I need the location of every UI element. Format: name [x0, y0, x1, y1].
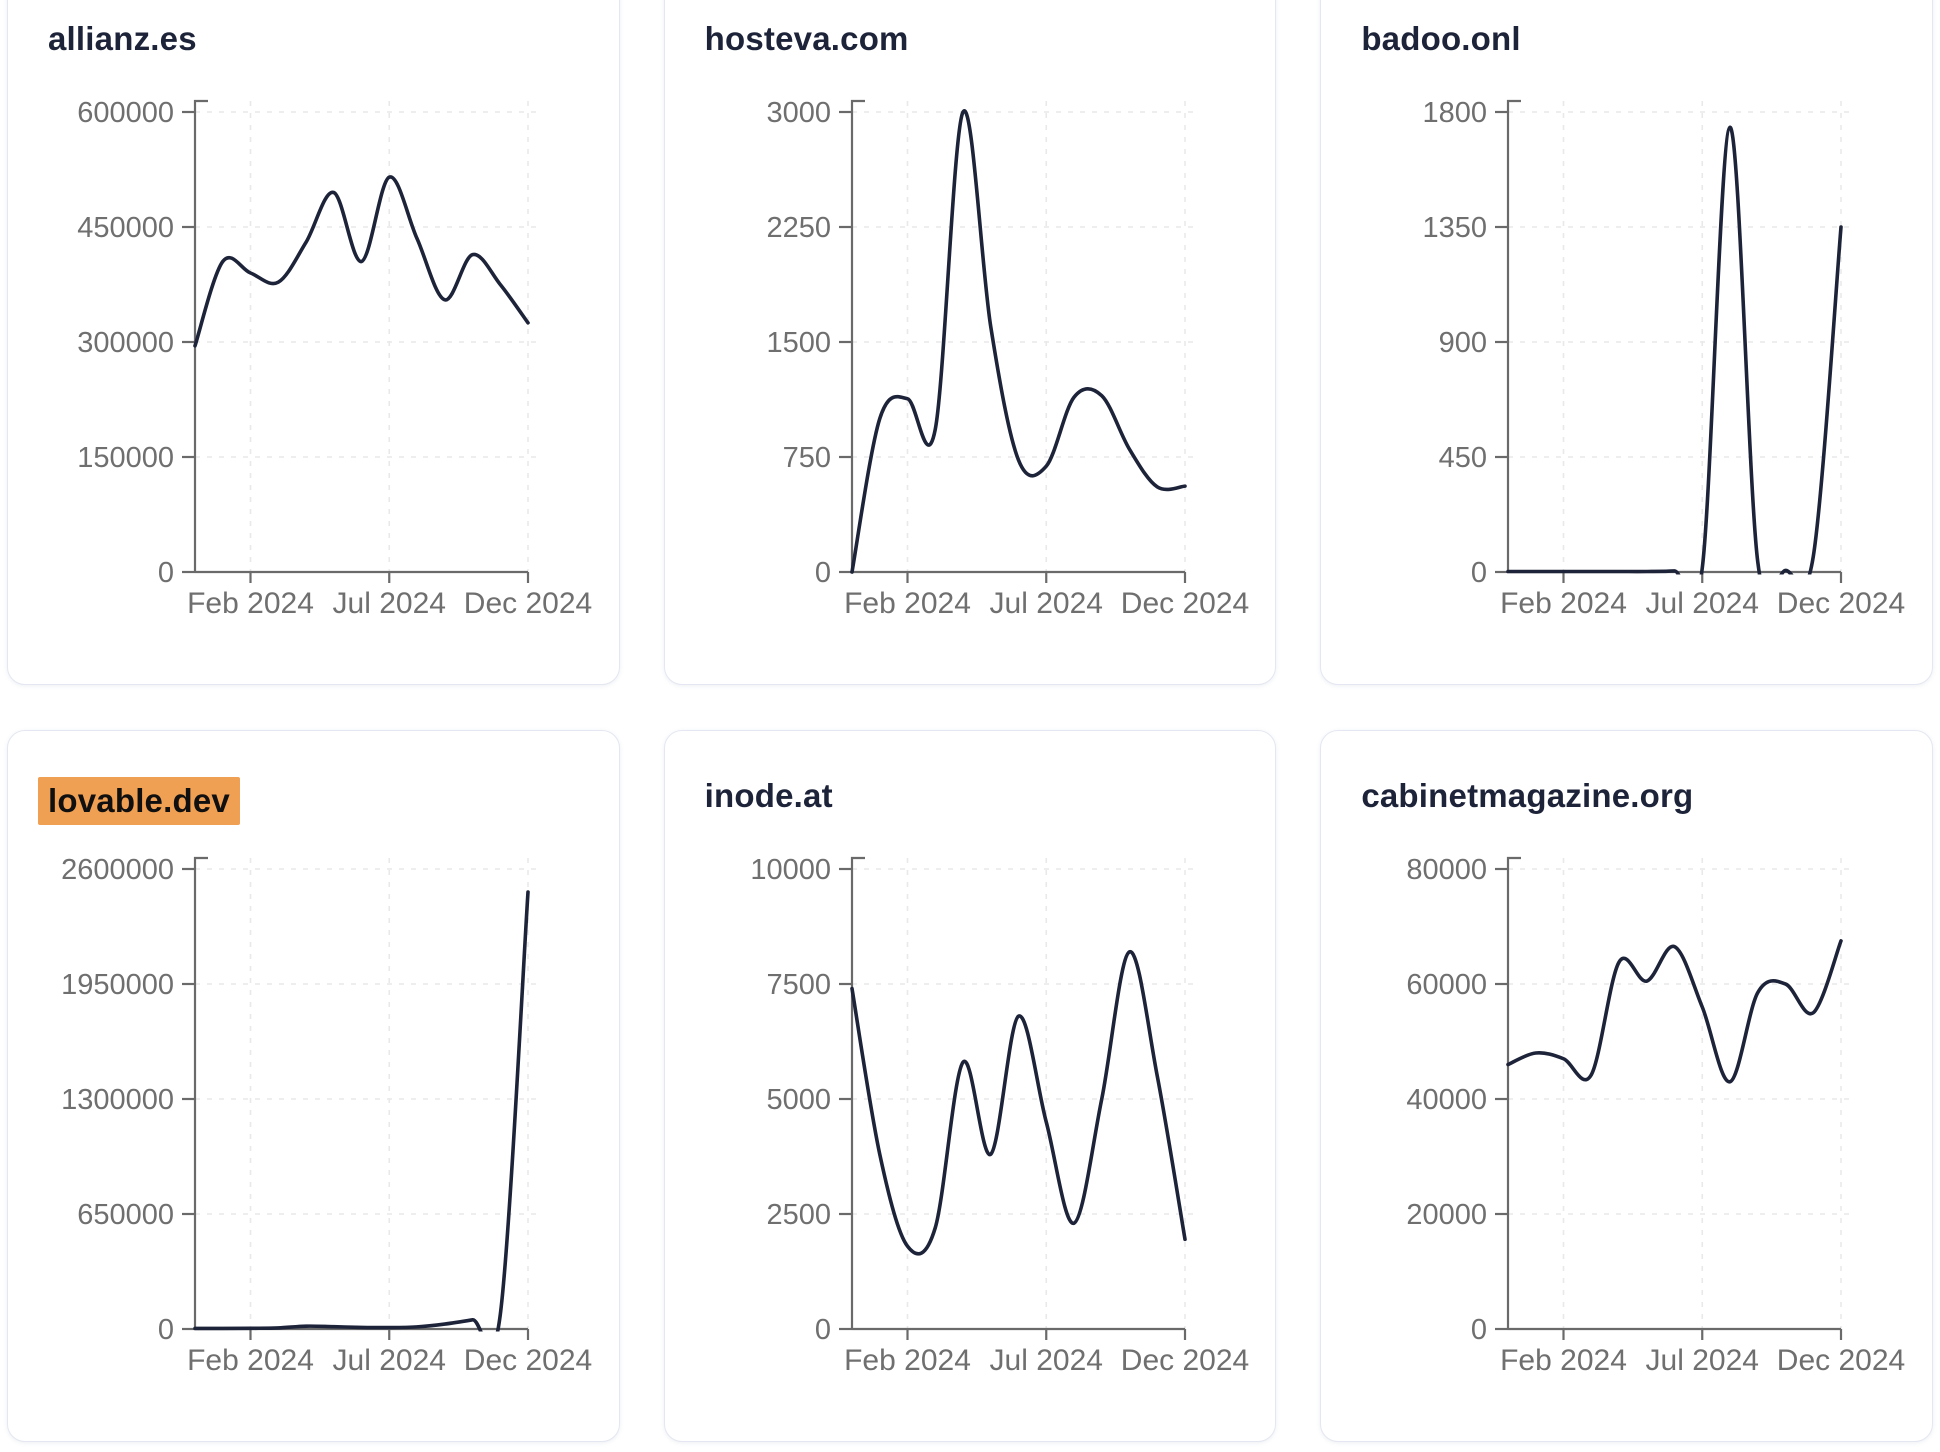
y-tick-label: 1300000	[61, 1084, 174, 1116]
y-tick-label: 2250	[766, 212, 831, 244]
y-tick-label: 650000	[77, 1199, 174, 1231]
y-tick-label: 300000	[77, 327, 174, 359]
y-tick-label: 150000	[77, 442, 174, 474]
chart-card-hosteva-com[interactable]: hosteva.com 0 750 1500 2250 3000 Feb 2024 Jul …	[663, 0, 1277, 685]
x-tick-label: Jul 2024	[1646, 1344, 1759, 1377]
line-chart: 0 750 1500 2250 3000 Feb 2024 Jul 2024 Dec 2024	[766, 97, 1249, 620]
y-tick-label: 0	[815, 557, 831, 589]
x-tick-label: Feb 2024	[844, 587, 971, 620]
x-tick-label: Feb 2024	[1500, 587, 1627, 620]
x-tick-label: Feb 2024	[1500, 1344, 1627, 1377]
x-tick-label: Jul 2024	[1646, 587, 1759, 620]
y-tick-label: 20000	[1407, 1199, 1488, 1231]
series-line	[193, 175, 530, 348]
y-tick-label: 2600000	[61, 854, 174, 886]
x-tick-label: Feb 2024	[187, 1344, 314, 1377]
domain-name: inode.at	[704, 777, 833, 814]
y-tick-label: 0	[815, 1314, 831, 1346]
line-chart: 0 450 900 1350 1800 Feb 2024 Jul 2024 Dec 2024	[1423, 97, 1906, 620]
x-tick-label: Dec 2024	[1120, 1344, 1248, 1377]
y-tick-label: 0	[1471, 557, 1487, 589]
line-chart: 0 650000 1300000 1950000 2600000 Feb 2024 Jul …	[61, 854, 592, 1377]
y-tick-label: 900	[1439, 327, 1487, 359]
y-tick-label: 7500	[766, 969, 831, 1001]
line-chart: 0 2500 5000 7500 10000 Feb 2024 Jul 2024 Dec 20…	[750, 854, 1249, 1377]
y-tick-label: 1800	[1423, 97, 1488, 129]
chart-title: inode.at	[705, 777, 833, 815]
domain-name-highlighted: lovable.dev	[38, 777, 240, 825]
y-tick-label: 80000	[1407, 854, 1488, 886]
chart-card-badoo-onl[interactable]: badoo.onl 0 450 900 1350 1800 Feb 2024 Jul 202…	[1320, 0, 1933, 685]
chart-card-lovable-dev[interactable]: lovable.dev 0 650000 1300000 1950000 2600000…	[7, 730, 620, 1442]
x-tick-label: Dec 2024	[1120, 587, 1248, 620]
y-tick-label: 1500	[766, 327, 831, 359]
domain-name: badoo.onl	[1361, 20, 1521, 57]
y-axis	[1507, 856, 1522, 1329]
x-tick-label: Jul 2024	[989, 1344, 1102, 1377]
y-tick-label: 2500	[766, 1199, 831, 1231]
chart-card-cabinetmagazine-org[interactable]: cabinetmagazine.org 0 20000 40000 60000 8000…	[1320, 730, 1933, 1442]
y-axis	[1507, 99, 1522, 572]
y-tick-label: 450000	[77, 212, 174, 244]
y-tick-label: 5000	[766, 1084, 831, 1116]
x-tick-label: Dec 2024	[1777, 587, 1905, 620]
chart-title: allianz.es	[48, 20, 197, 58]
x-tick-label: Dec 2024	[1777, 1344, 1905, 1377]
series-line	[193, 890, 530, 1332]
chart-title: cabinetmagazine.org	[1361, 777, 1693, 815]
y-tick-label: 600000	[77, 97, 174, 129]
y-tick-label: 450	[1439, 442, 1487, 474]
y-tick-label: 0	[1471, 1314, 1487, 1346]
x-tick-label: Feb 2024	[844, 1344, 971, 1377]
y-tick-label: 0	[158, 557, 174, 589]
x-tick-label: Dec 2024	[464, 1344, 592, 1377]
y-tick-label: 60000	[1407, 969, 1488, 1001]
y-axis	[850, 99, 865, 572]
series-line	[849, 949, 1187, 1256]
chart-card-allianz-es[interactable]: allianz.es 0 150000 300000 450000 600000 Feb …	[7, 0, 620, 685]
x-tick-label: Jul 2024	[333, 1344, 446, 1377]
chart-title: hosteva.com	[705, 20, 909, 58]
y-tick-label: 40000	[1407, 1084, 1488, 1116]
x-tick-label: Feb 2024	[187, 587, 314, 620]
series-line	[849, 109, 1187, 574]
domain-name: allianz.es	[48, 20, 197, 57]
y-tick-label: 10000	[750, 854, 831, 886]
series-line	[1506, 125, 1844, 575]
y-tick-label: 1350	[1423, 212, 1488, 244]
chart-title: lovable.dev	[38, 777, 240, 825]
domain-name: cabinetmagazine.org	[1361, 777, 1694, 814]
y-tick-label: 3000	[766, 97, 831, 129]
x-tick-label: Jul 2024	[333, 587, 446, 620]
line-chart: 0 20000 40000 60000 80000 Feb 2024 Jul 2024 Dec…	[1407, 854, 1906, 1377]
y-axis	[850, 856, 865, 1329]
y-axis	[193, 856, 208, 1329]
y-tick-label: 0	[158, 1314, 174, 1346]
series-line	[1506, 939, 1844, 1084]
y-tick-label: 1950000	[61, 969, 174, 1001]
x-tick-label: Dec 2024	[464, 587, 592, 620]
x-tick-label: Jul 2024	[989, 587, 1102, 620]
line-chart: 0 150000 300000 450000 600000 Feb 2024 Jul 202…	[77, 97, 592, 620]
chart-card-inode-at[interactable]: inode.at 0 2500 5000 7500 10000 Feb 2024 Jul 2…	[663, 730, 1277, 1442]
domain-name: hosteva.com	[704, 20, 909, 57]
y-axis	[193, 99, 208, 572]
y-tick-label: 750	[782, 442, 830, 474]
chart-title: badoo.onl	[1361, 20, 1520, 58]
